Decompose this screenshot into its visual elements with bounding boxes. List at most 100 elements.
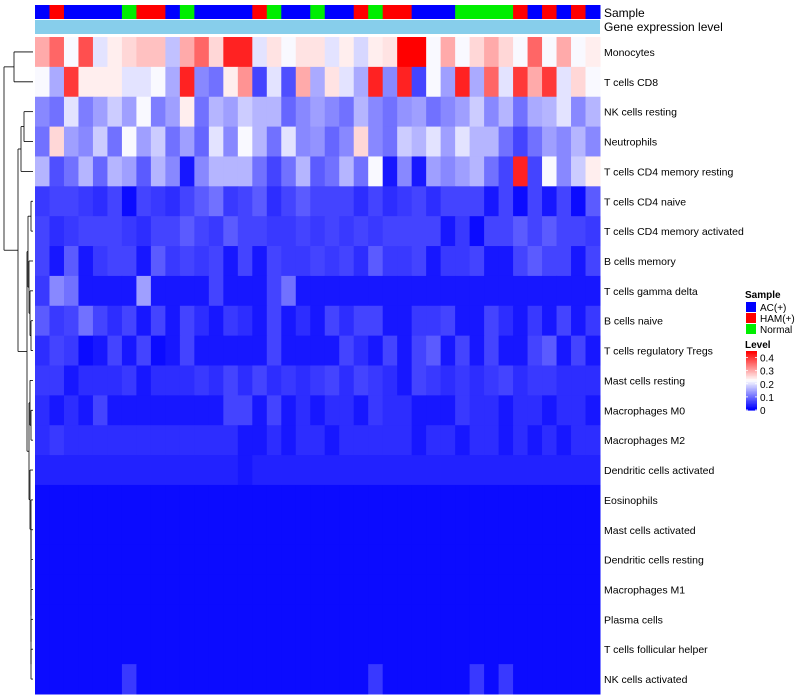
heatmap-cell <box>121 246 137 277</box>
heatmap-cell <box>455 246 471 277</box>
row-label: T cells regulatory Tregs <box>604 346 713 358</box>
heatmap-cell <box>281 275 297 307</box>
heatmap-cell <box>92 66 108 98</box>
sample-cell <box>194 5 210 19</box>
heatmap-cell <box>542 66 558 98</box>
heatmap-cell <box>571 574 587 605</box>
heatmap-cell <box>237 37 253 68</box>
heatmap-cell <box>237 664 253 695</box>
sample-cell <box>107 5 123 19</box>
heatmap-cell <box>455 186 471 217</box>
heatmap-cell <box>339 335 355 366</box>
heatmap-cell <box>469 275 485 307</box>
heatmap-cell <box>136 156 152 187</box>
heatmap-cell <box>571 604 587 635</box>
heatmap-cell <box>194 544 210 576</box>
heatmap-cell <box>35 186 50 217</box>
heatmap-cell <box>252 544 268 576</box>
heatmap-cell <box>310 514 326 546</box>
heatmap-cell <box>35 544 50 576</box>
heatmap-cell <box>281 634 297 665</box>
legend-gradient-step <box>746 396 757 399</box>
heatmap-cell <box>455 425 471 456</box>
legend-gradient-step <box>746 358 757 361</box>
heatmap-cell <box>324 634 340 665</box>
heatmap-cell <box>63 37 79 68</box>
heatmap-cell <box>49 156 65 187</box>
heatmap-cell <box>571 96 587 128</box>
heatmap-cell <box>382 186 398 217</box>
heatmap-cell <box>121 216 137 247</box>
heatmap-cell <box>179 634 195 665</box>
heatmap-cell <box>498 604 514 635</box>
row-label: Macrophages M0 <box>604 405 685 417</box>
heatmap-cell <box>324 335 340 366</box>
heatmap-cell <box>237 156 253 187</box>
heatmap-cell <box>295 395 311 426</box>
sample-cell <box>165 5 181 19</box>
heatmap-cell <box>136 634 152 665</box>
heatmap-cell <box>121 335 137 366</box>
heatmap-cell <box>237 365 253 396</box>
heatmap-cell <box>150 425 166 456</box>
heatmap-cell <box>252 156 268 187</box>
heatmap-cell <box>382 305 398 337</box>
heatmap-cell <box>426 514 442 546</box>
sample-cell <box>121 5 137 19</box>
heatmap-cell <box>136 574 152 605</box>
heatmap-cell <box>237 305 253 337</box>
heatmap-cell <box>136 544 152 576</box>
heatmap-cell <box>194 604 210 635</box>
heatmap-cell <box>426 305 442 337</box>
heatmap-cell <box>455 37 471 68</box>
heatmap-cell <box>455 335 471 366</box>
heatmap-cell <box>194 335 210 366</box>
heatmap-cell <box>368 335 384 366</box>
heatmap-cell <box>585 365 601 396</box>
expression-annotation-label: Gene expression level <box>604 20 723 34</box>
legend-gradient-step <box>746 399 757 402</box>
heatmap-cell <box>179 96 195 128</box>
heatmap-cell <box>585 96 601 128</box>
sample-cell <box>237 5 253 19</box>
legend-gradient-step <box>746 365 757 368</box>
legend-gradient-step <box>746 364 757 367</box>
heatmap-cell <box>440 544 456 576</box>
heatmap-cell <box>498 664 514 695</box>
heatmap-cell <box>35 335 50 366</box>
heatmap-cell <box>49 37 65 68</box>
legend-gradient-step <box>746 373 757 376</box>
heatmap-cell <box>63 484 79 516</box>
heatmap-cell <box>35 395 50 426</box>
heatmap-cell <box>310 604 326 635</box>
heatmap-cell <box>585 514 601 546</box>
heatmap-cell <box>469 186 485 217</box>
heatmap-cell <box>513 96 529 128</box>
sample-cell <box>469 5 485 19</box>
heatmap-cell <box>440 126 456 157</box>
heatmap-cell <box>252 365 268 396</box>
heatmap-cell <box>266 216 282 247</box>
heatmap-cell <box>411 66 427 98</box>
heatmap-cell <box>382 634 398 665</box>
heatmap-cell <box>35 484 50 516</box>
heatmap-cell <box>78 37 94 68</box>
heatmap-cell <box>426 604 442 635</box>
heatmap-cell <box>397 484 413 516</box>
heatmap-cell <box>107 544 123 576</box>
heatmap-cell <box>35 96 50 128</box>
heatmap-cell <box>223 335 239 366</box>
heatmap-cell <box>121 275 137 307</box>
heatmap-cell <box>556 574 572 605</box>
heatmap-cell <box>107 156 123 187</box>
heatmap-cell <box>237 126 253 157</box>
heatmap-cell <box>107 604 123 635</box>
heatmap-cell <box>411 246 427 277</box>
heatmap-cell <box>353 395 369 426</box>
sample-cell <box>150 5 166 19</box>
heatmap-cell <box>165 455 181 486</box>
row-label: NK cells activated <box>604 674 688 686</box>
heatmap-cell <box>382 484 398 516</box>
heatmap-cell <box>426 246 442 277</box>
heatmap-cell <box>571 216 587 247</box>
